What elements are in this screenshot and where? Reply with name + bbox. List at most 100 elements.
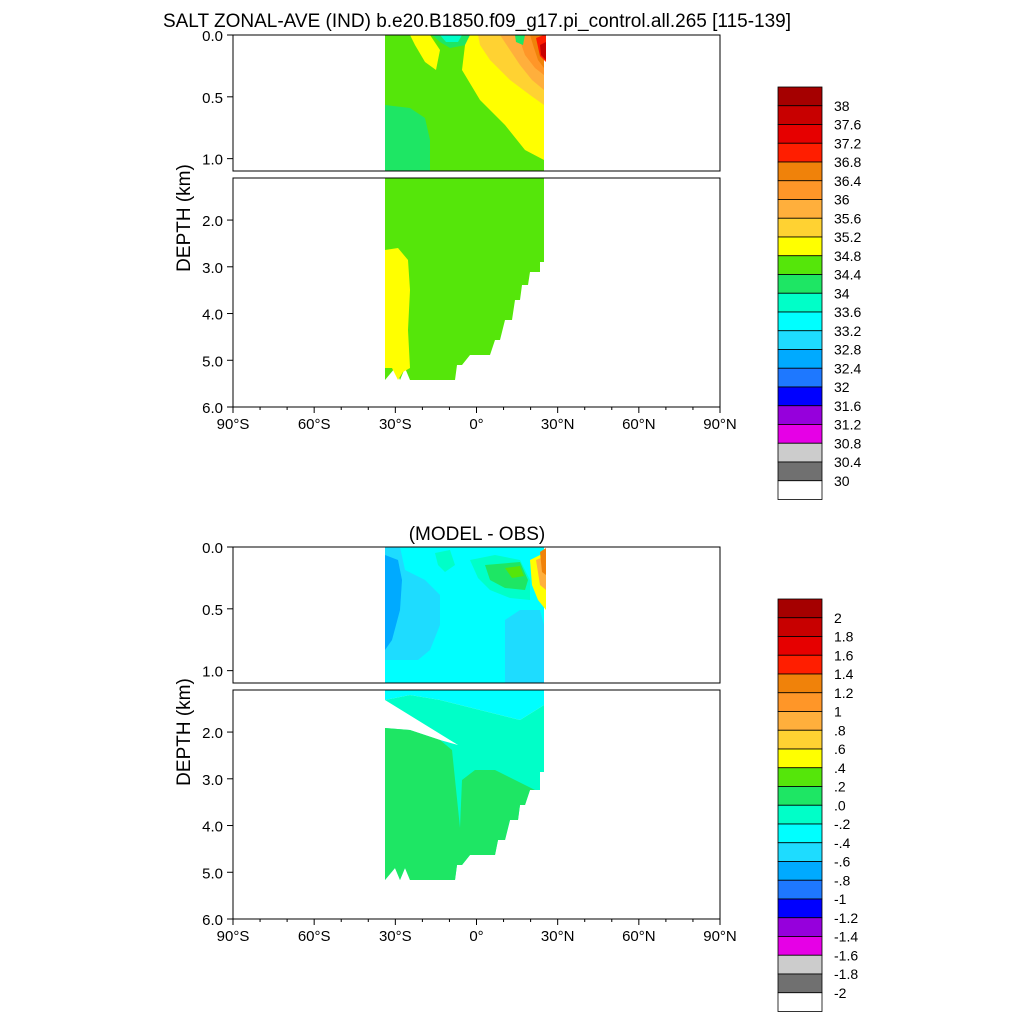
legend-swatch	[777, 973, 823, 994]
x-tick-label: 0°	[469, 928, 483, 945]
legend-label: -1	[834, 891, 847, 907]
region-fill	[540, 42, 546, 60]
legend-label: -.6	[834, 854, 851, 870]
legend-swatch	[777, 442, 823, 463]
y-tick-label: 2.0	[202, 725, 223, 742]
x-tick-label: 90°S	[217, 416, 250, 433]
x-tick-label: 60°S	[298, 928, 331, 945]
y-tick-label: 4.0	[202, 819, 223, 836]
region-fill	[540, 548, 546, 575]
region-fill	[385, 555, 402, 650]
legend-swatch	[777, 729, 823, 750]
legend-swatch	[777, 748, 823, 769]
region-fill	[410, 35, 440, 70]
top-lower-fill	[385, 178, 544, 380]
legend-swatch	[777, 86, 823, 107]
y-tick-label: 0.0	[202, 540, 223, 557]
y-tick-label: 0.5	[202, 90, 223, 107]
legend-label: .8	[834, 722, 846, 738]
legend-swatch	[777, 692, 823, 712]
legend-label: 1.8	[834, 629, 854, 645]
x-tick-label: 30°N	[541, 928, 575, 945]
legend-label: 33.6	[834, 304, 861, 320]
region-fill	[385, 178, 544, 380]
legend-label: 1.6	[834, 647, 854, 663]
region-fill	[385, 728, 535, 880]
legend-swatch	[777, 598, 823, 619]
legend-swatch	[777, 617, 823, 637]
legend-label: 1.2	[834, 685, 854, 701]
legend-label: .2	[834, 779, 846, 795]
legend-swatch	[777, 274, 823, 294]
bottom-axes: 0.0 0.5 1.0 2.0 3.0 4.0 5.0 6.090°S 60°S 30°S 0° 30…	[202, 540, 737, 945]
x-tick-label: 60°N	[622, 416, 656, 433]
region-fill	[385, 248, 410, 380]
legend-swatch	[777, 636, 823, 656]
legend-label: 35.6	[834, 210, 861, 226]
y-tick-label: 1.0	[202, 664, 223, 681]
region-fill	[435, 550, 455, 572]
legend-swatch	[777, 424, 823, 444]
legend-swatch	[777, 180, 823, 200]
legend-label: 36	[834, 192, 850, 208]
legend-label: -.8	[834, 872, 851, 888]
legend-label: 1.4	[834, 666, 854, 682]
region-fill	[505, 566, 524, 578]
legend-swatch	[777, 199, 823, 219]
legend-label: 2	[834, 610, 842, 626]
y-tick-label: 2.0	[202, 213, 223, 230]
y-tick-label: 1.0	[202, 152, 223, 169]
legend-label: -.2	[834, 816, 851, 832]
legend-label: 33.2	[834, 323, 861, 339]
bottom-panel-title: (MODEL - OBS)	[409, 524, 546, 545]
legend-swatch	[777, 367, 823, 388]
legend-label: 31.6	[834, 398, 861, 414]
region-fill	[385, 105, 430, 171]
legend-label: -2	[834, 985, 847, 1001]
legend-swatch	[777, 861, 823, 881]
x-tick-label: 90°N	[703, 416, 737, 433]
y-tick-label: 6.0	[202, 400, 223, 417]
x-tick-label: 30°N	[541, 416, 575, 433]
bottom-upper-frame	[232, 546, 721, 684]
legend-swatch	[777, 673, 823, 694]
legend-label: 31.2	[834, 417, 861, 433]
legend-label: 32	[834, 379, 850, 395]
legend-swatch	[777, 842, 823, 862]
legend-swatch	[777, 330, 823, 350]
bottom-panel: (MODEL - OBS) DEPTH (km) 0.00.51.02.03.0…	[174, 524, 858, 1012]
legend-swatch	[777, 804, 823, 825]
region-fill	[505, 610, 544, 683]
legend-label: 35.2	[834, 229, 861, 245]
legend-swatch	[777, 480, 823, 500]
legend-label: 37.6	[834, 117, 861, 133]
x-tick-label: 30°S	[379, 928, 412, 945]
y-tick-label: 3.0	[202, 260, 223, 277]
legend-label: 30.8	[834, 435, 861, 451]
y-tick-label: 3.0	[202, 772, 223, 789]
top-upper-fill	[385, 35, 546, 171]
legend-swatch	[777, 236, 823, 257]
legend-label: 36.8	[834, 154, 861, 170]
top-axes: 0.0 0.5 1.0 2.0 3.0 4.0 5.0 6.090°S 60°S 30°S 0° 30…	[202, 28, 737, 433]
legend-swatch	[777, 767, 823, 787]
y-tick-label: 5.0	[202, 353, 223, 370]
x-tick-label: 30°S	[379, 416, 412, 433]
legend-label: 1	[834, 704, 842, 720]
legend-label: 38	[834, 98, 850, 114]
legend-label: .4	[834, 760, 846, 776]
legend-label: 30.4	[834, 454, 861, 470]
bottom-upper-fill	[385, 547, 546, 683]
y-tick-label: 5.0	[202, 865, 223, 882]
legend-swatch	[777, 311, 823, 332]
legend-label: 34	[834, 285, 850, 301]
legend-swatch	[777, 217, 823, 238]
legend-swatch	[777, 461, 823, 482]
legend-label: 32.8	[834, 342, 861, 358]
x-tick-label: 60°N	[622, 928, 656, 945]
x-tick-label: 90°N	[703, 928, 737, 945]
legend-label: .6	[834, 741, 846, 757]
legend-label: 32.4	[834, 360, 861, 376]
top-ylabel: DEPTH (km)	[174, 164, 195, 272]
